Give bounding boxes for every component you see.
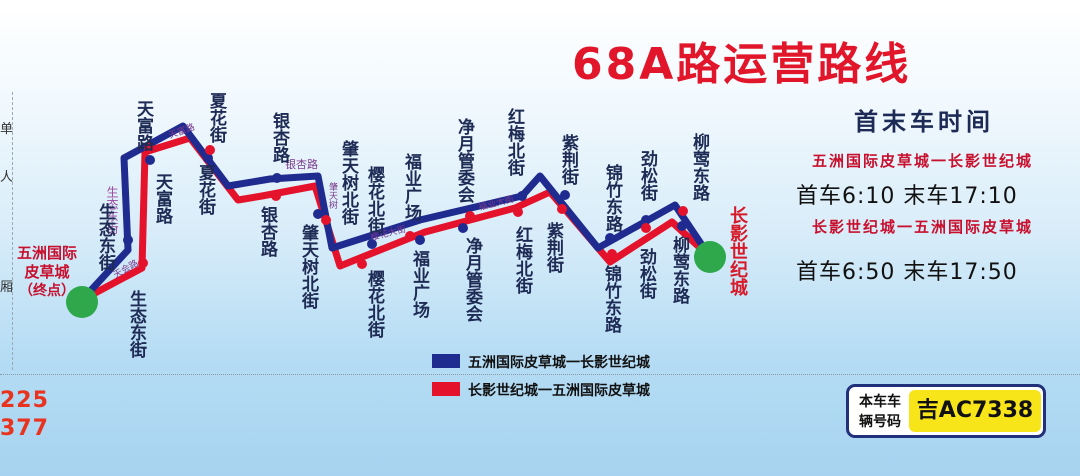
route-title: 68A路运营路线 bbox=[572, 39, 912, 90]
stop-dot-blue bbox=[145, 155, 155, 165]
terminal-right-label: 长影世纪城 bbox=[727, 206, 748, 296]
terminal-right-marker bbox=[694, 241, 726, 273]
stop-label-top: 银杏路 bbox=[269, 112, 289, 163]
side-fragment-number: 225 bbox=[0, 388, 49, 413]
stop-dot-red bbox=[144, 143, 154, 153]
stop-label-bottom: 净月管委会 bbox=[462, 237, 482, 322]
stop-label-bottom: 紫荆街 bbox=[543, 222, 563, 273]
stop-label-top: 生态东街 bbox=[95, 203, 115, 271]
stop-dot-blue bbox=[367, 239, 377, 249]
top-edge bbox=[0, 0, 1080, 12]
stop-label-top: 劲松街 bbox=[637, 150, 657, 201]
stop-label-bottom: 锦竹东路 bbox=[601, 265, 621, 333]
stop-label-bottom: 银杏路 bbox=[257, 206, 277, 257]
schedule-times-2: 首车6:50 末车17:50 bbox=[796, 260, 1018, 285]
legend-text-red: 长影世纪城一五洲国际皮草城 bbox=[468, 383, 650, 399]
stop-dot-red bbox=[607, 249, 617, 259]
stop-label-bottom: 柳莺东路 bbox=[669, 236, 689, 304]
stop-dot-blue bbox=[641, 215, 651, 225]
stop-dot-blue bbox=[415, 235, 425, 245]
route-stops-red bbox=[138, 143, 688, 269]
stop-label-top: 红梅北街 bbox=[504, 108, 524, 176]
schedule-direction-2: 长影世纪城一五洲国际皮草城 bbox=[812, 218, 1034, 236]
terminal-left-marker bbox=[66, 286, 98, 318]
schedule-times-1: 首车6:10 末车17:10 bbox=[796, 184, 1018, 209]
stop-label-top: 天富路 bbox=[133, 100, 153, 151]
road-label: 肇天树 bbox=[327, 182, 337, 209]
stop-label-top: 福业广场 bbox=[401, 153, 421, 221]
stop-label-bottom: 肇天树北街 bbox=[298, 224, 318, 309]
stop-label-top: 紫荆街 bbox=[558, 134, 578, 185]
stop-label-bottom: 生态东街 bbox=[126, 290, 146, 358]
stop-label-top: 锦竹东路 bbox=[602, 164, 622, 232]
stop-label-bottom: 劲松街 bbox=[636, 248, 656, 299]
stop-label-top: 净月管委会 bbox=[454, 118, 474, 203]
terminal-left-note: （终点） bbox=[19, 283, 75, 299]
route-stops-blue bbox=[123, 153, 687, 249]
stop-dot-blue bbox=[123, 235, 133, 245]
stop-dot-blue bbox=[605, 233, 615, 243]
stop-dot-red bbox=[271, 191, 281, 201]
road-label: 银杏路 bbox=[285, 158, 318, 171]
side-fragment-number: 377 bbox=[0, 416, 49, 441]
road-label: 生态东街 bbox=[105, 186, 119, 234]
side-fragment-char: 人 bbox=[0, 170, 14, 185]
stop-dot-blue bbox=[313, 209, 323, 219]
stop-label-top: 肇天树北街 bbox=[338, 140, 358, 225]
panel-divider-vertical bbox=[12, 92, 13, 370]
legend-swatch-red bbox=[432, 382, 460, 396]
stop-label-top: 柳莺东路 bbox=[689, 133, 709, 201]
schedule-title: 首末车时间 bbox=[854, 108, 994, 136]
stop-dot-red bbox=[641, 223, 651, 233]
stop-label-bottom: 福业广场 bbox=[409, 250, 429, 318]
stop-dot-blue bbox=[272, 173, 282, 183]
stop-dot-red bbox=[678, 206, 688, 216]
terminal-left-name: 五洲国际皮草城 bbox=[16, 244, 77, 281]
stop-label-bottom: 樱花北街 bbox=[364, 270, 384, 338]
stop-label-top: 夏花街 bbox=[206, 92, 226, 143]
side-fragment-char: 厢 bbox=[0, 280, 14, 295]
stop-label-bottom: 天富路 bbox=[152, 173, 172, 224]
legend-text-blue: 五洲国际皮草城一长影世纪城 bbox=[468, 355, 650, 371]
stop-dot-red bbox=[465, 211, 475, 221]
stop-dot-red bbox=[205, 145, 215, 155]
stop-label-top: 樱花北街 bbox=[364, 166, 384, 234]
stop-dot-red bbox=[138, 258, 148, 268]
route-line-blue bbox=[79, 122, 713, 303]
stop-dot-blue bbox=[203, 153, 213, 163]
stop-dot-red bbox=[321, 215, 331, 225]
stop-dot-blue bbox=[458, 223, 468, 233]
plate-label: 本车车辆号码 bbox=[859, 394, 901, 430]
stop-dot-blue bbox=[560, 190, 570, 200]
legend-swatch-blue bbox=[432, 354, 460, 368]
panel-divider-horizontal bbox=[0, 374, 1080, 375]
plate-number: 吉AC7338 bbox=[909, 390, 1041, 432]
schedule-direction-1: 五洲国际皮草城一长影世纪城 bbox=[812, 152, 1034, 170]
stop-dot-red bbox=[513, 207, 523, 217]
stop-dot-red bbox=[405, 231, 415, 241]
side-fragment-char: 单 bbox=[0, 122, 14, 137]
stop-label-bottom: 夏花街 bbox=[195, 164, 215, 215]
stop-dot-red bbox=[557, 204, 567, 214]
stop-dot-blue bbox=[677, 221, 687, 231]
vehicle-plate-box: 本车车辆号码 吉AC7338 bbox=[846, 384, 1046, 438]
stop-dot-blue bbox=[517, 191, 527, 201]
stop-label-bottom: 红梅北街 bbox=[512, 226, 532, 294]
terminal-left-label: 五洲国际皮草城 （终点） bbox=[12, 244, 82, 301]
stop-dot-red bbox=[357, 259, 367, 269]
